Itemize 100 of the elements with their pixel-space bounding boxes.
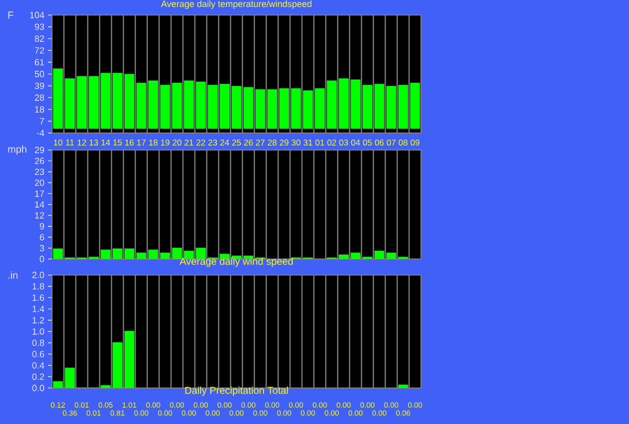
bar <box>326 80 337 129</box>
x-tick-label: 16 <box>125 140 134 146</box>
y-tick-label: 1.4 <box>32 306 44 312</box>
bar <box>148 80 158 129</box>
bar <box>386 252 396 259</box>
x-tick-label: 30 <box>292 140 300 146</box>
x-tick-label: 03 <box>339 140 348 146</box>
bar <box>374 250 384 259</box>
x-tick-label: 12 <box>78 140 86 146</box>
y-tick-label: 3 <box>40 244 44 252</box>
bar <box>124 330 134 388</box>
text: Daily Precipitation Total <box>185 386 288 396</box>
x-tick-label: 09 <box>410 140 420 146</box>
y-tick-label: 0.6 <box>32 350 44 358</box>
bar <box>244 87 254 129</box>
bar <box>303 90 313 129</box>
x-tick-label: 23 <box>208 140 218 146</box>
bar <box>350 79 360 129</box>
bar <box>350 252 360 259</box>
bar <box>112 248 122 259</box>
bar <box>112 342 122 388</box>
y-axis-title: F <box>8 12 14 18</box>
bar <box>76 76 87 129</box>
bar <box>196 82 206 129</box>
y-tick-label: 39 <box>34 82 44 89</box>
y-tick-label: 1.0 <box>32 328 44 335</box>
bar <box>244 256 254 259</box>
x-tick-label: 07 <box>386 140 396 146</box>
bar <box>64 368 75 388</box>
x-tick-label: 08 <box>398 140 408 146</box>
x-tick-label: 04 <box>351 140 360 146</box>
x-tick-label: 26 <box>244 140 253 146</box>
x-tick-label: 02 <box>327 140 336 146</box>
x-tick-label: 31 <box>304 140 312 146</box>
y-tick-label: 0.2 <box>32 374 44 380</box>
bar <box>291 88 301 129</box>
y-tick-label: 17 <box>35 190 44 197</box>
x-tick-label: 27 <box>256 140 265 146</box>
y-tick-label: 0.8 <box>32 340 44 346</box>
y-tick-label: 50 <box>34 70 44 78</box>
text: Average daily wind speed <box>180 258 293 267</box>
bar <box>255 89 266 129</box>
x-tick-label: 17 <box>137 140 146 146</box>
x-tick-label: 06 <box>374 140 384 146</box>
y-tick-label: 14 <box>35 201 44 208</box>
y-tick-label: 0.0 <box>32 384 44 392</box>
y-tick-label: 72 <box>34 47 44 54</box>
x-tick-label: 18 <box>149 140 158 146</box>
bar <box>267 89 278 129</box>
y-tick-label: 28 <box>34 94 44 101</box>
bar <box>136 82 146 129</box>
y-axis-title: mph <box>8 145 26 155</box>
bar <box>196 248 206 259</box>
bar <box>398 84 408 129</box>
bar <box>53 248 63 259</box>
y-tick-label: 23 <box>34 168 44 175</box>
y-axis-title: .in <box>8 271 18 279</box>
bar <box>184 80 194 129</box>
bar <box>410 82 420 129</box>
x-tick-label: 15 <box>113 140 122 146</box>
bar <box>314 88 325 129</box>
y-tick-label: 12 <box>35 212 44 219</box>
chart-title: Average daily temperature/windspeed <box>161 0 312 9</box>
bar <box>279 88 289 129</box>
bar <box>112 72 122 129</box>
y-tick-label: 9 <box>40 223 44 230</box>
bar <box>160 252 170 259</box>
x-tick-label: 22 <box>196 140 206 146</box>
bar <box>172 248 182 259</box>
y-tick-label: 6 <box>40 234 44 240</box>
y-tick-label: 26 <box>34 158 44 164</box>
y-tick-label: 1.6 <box>32 294 44 301</box>
bar <box>88 76 99 129</box>
bar <box>160 84 170 129</box>
y-tick-label: -4 <box>36 130 44 136</box>
x-tick-label: 10 <box>54 140 62 146</box>
y-tick-label: 20 <box>34 180 44 186</box>
bar <box>53 68 63 129</box>
bar <box>374 84 384 129</box>
bar <box>208 84 218 129</box>
y-tick-label: 1.2 <box>32 317 44 324</box>
bar <box>124 74 134 129</box>
y-tick-label: 1.8 <box>32 283 44 290</box>
y-tick-label: 0 <box>40 256 44 262</box>
bar <box>100 385 110 388</box>
y-tick-label: 104 <box>30 12 44 18</box>
bar <box>338 254 349 259</box>
bar <box>53 381 63 388</box>
bar <box>386 86 396 129</box>
bar <box>362 84 372 129</box>
x-tick-label: 29 <box>280 140 288 146</box>
y-tick-label: 61 <box>34 59 44 66</box>
bar <box>220 254 230 259</box>
bar <box>136 252 146 259</box>
bar <box>100 72 110 129</box>
y-tick-label: 29 <box>34 146 44 154</box>
bar <box>338 78 349 129</box>
y-tick-label: 82 <box>34 35 44 42</box>
x-tick-label: 28 <box>268 140 277 146</box>
y-tick-label: 7 <box>40 118 44 124</box>
